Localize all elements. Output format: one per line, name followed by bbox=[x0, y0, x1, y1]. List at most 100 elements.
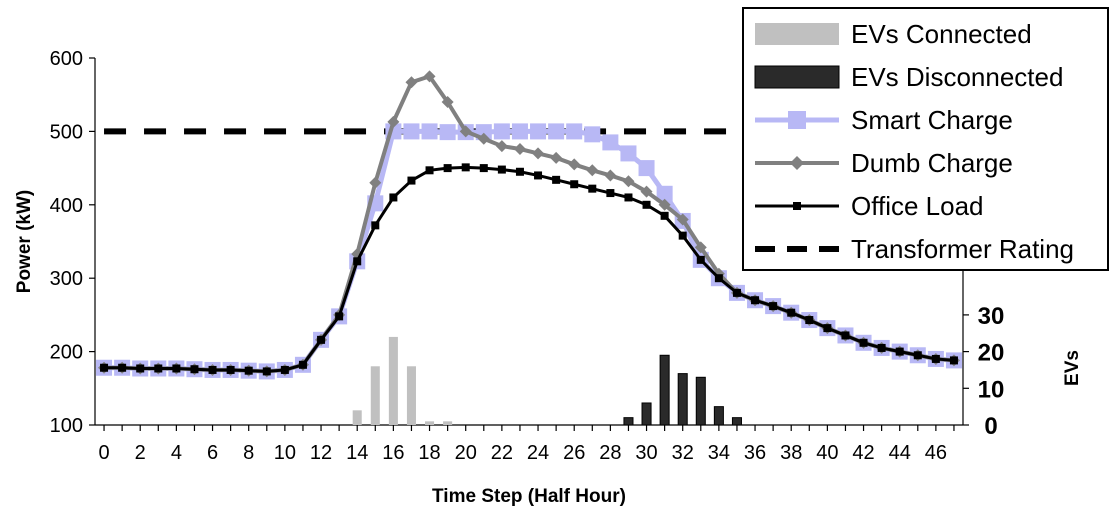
y2-tick-label: 20 bbox=[978, 340, 1005, 367]
x-tick-label: 14 bbox=[346, 442, 368, 464]
x-tick-label: 26 bbox=[563, 442, 585, 464]
dumb-charge-marker bbox=[477, 132, 490, 145]
office-load-marker bbox=[190, 365, 199, 374]
office-load-marker bbox=[515, 167, 524, 176]
legend-label: Transformer Rating bbox=[851, 234, 1074, 264]
smart-charge-marker bbox=[656, 185, 673, 202]
x-tick-label: 22 bbox=[491, 442, 513, 464]
office-load-marker bbox=[895, 347, 904, 356]
dumb-charge-marker bbox=[676, 213, 689, 226]
office-load-marker bbox=[461, 163, 470, 172]
legend-label: Smart Charge bbox=[851, 105, 1013, 135]
x-tick-label: 34 bbox=[708, 442, 730, 464]
office-load-marker bbox=[208, 365, 217, 374]
office-load-marker bbox=[479, 164, 488, 173]
office-load-marker bbox=[714, 274, 723, 283]
legend-item-dumb_charge: Dumb Charge bbox=[755, 148, 1013, 178]
ev-bar bbox=[731, 417, 742, 426]
office-load-marker bbox=[931, 354, 940, 363]
y-tick-label: 200 bbox=[50, 342, 83, 364]
office-load-marker bbox=[425, 166, 434, 175]
smart-charge-marker bbox=[584, 126, 601, 143]
legend-marker bbox=[790, 156, 804, 170]
office-load-marker bbox=[100, 363, 109, 372]
dumb-charge-marker bbox=[586, 164, 599, 177]
office-load-marker bbox=[497, 165, 506, 174]
office-load-marker bbox=[624, 193, 633, 202]
smart-charge-marker bbox=[530, 123, 547, 140]
y-tick-label: 300 bbox=[50, 268, 83, 290]
office-load-marker bbox=[118, 363, 127, 372]
dumb-charge-marker bbox=[441, 96, 454, 109]
ev-bar bbox=[695, 376, 706, 426]
y-tick-label: 600 bbox=[50, 48, 83, 70]
ev-bar bbox=[352, 410, 362, 425]
bar-series-ev_connected bbox=[352, 336, 453, 425]
legend-item-ev_disconnected: EVs Disconnected bbox=[754, 62, 1063, 92]
legend: EVs Connected EVs Disconnected Smart Charg… bbox=[742, 7, 1109, 271]
office-load-marker bbox=[642, 200, 651, 209]
office-load-marker bbox=[696, 255, 705, 264]
office-load-marker bbox=[298, 360, 307, 369]
office-load-marker bbox=[570, 180, 579, 189]
dumb-charge-marker bbox=[495, 140, 508, 153]
dumb-charge-marker bbox=[387, 115, 400, 128]
legend-item-transformer: Transformer Rating bbox=[755, 234, 1074, 264]
x-tick-label: 12 bbox=[310, 442, 332, 464]
legend-swatch bbox=[755, 23, 839, 45]
ev-bar bbox=[641, 402, 652, 426]
x-tick-label: 20 bbox=[455, 442, 477, 464]
office-load-marker bbox=[823, 324, 832, 333]
office-load-marker bbox=[732, 288, 741, 297]
office-load-marker bbox=[787, 308, 796, 317]
smart-charge-marker bbox=[439, 124, 456, 141]
office-load-marker bbox=[678, 231, 687, 240]
x-tick-label: 2 bbox=[135, 442, 146, 464]
dumb-charge-marker bbox=[694, 241, 707, 254]
x-tick-label: 44 bbox=[889, 442, 911, 464]
y-tick-label: 400 bbox=[50, 195, 83, 217]
smart-charge-marker bbox=[620, 145, 637, 162]
series-office-load bbox=[100, 163, 958, 376]
office-load-marker bbox=[407, 176, 416, 185]
office-load-marker bbox=[552, 175, 561, 184]
office-load-marker bbox=[262, 367, 271, 376]
x-tick-label: 0 bbox=[98, 442, 109, 464]
legend-item-smart_charge: Smart Charge bbox=[755, 105, 1013, 135]
dumb-charge-marker bbox=[604, 169, 617, 182]
x-tick-label: 46 bbox=[925, 442, 947, 464]
dumb-charge-marker bbox=[513, 143, 526, 156]
ev-bar bbox=[677, 373, 688, 426]
ev-bar bbox=[623, 417, 634, 426]
smart-charge-marker bbox=[548, 123, 565, 140]
y-axis-title: Power (kW) bbox=[14, 190, 35, 293]
smart-charge-marker bbox=[602, 134, 619, 151]
dumb-charge-marker bbox=[640, 185, 653, 198]
office-load-marker bbox=[154, 364, 163, 373]
x-tick-label: 16 bbox=[382, 442, 404, 464]
dumb-charge-marker bbox=[622, 175, 635, 188]
dumb-charge-marker bbox=[568, 158, 581, 171]
smart-charge-marker bbox=[403, 123, 420, 140]
dumb-charge-marker bbox=[405, 76, 418, 89]
dumb-charge-marker bbox=[550, 151, 563, 164]
legend-label: Dumb Charge bbox=[851, 148, 1013, 178]
office-load-marker bbox=[244, 366, 253, 375]
office-load-marker bbox=[913, 351, 922, 360]
legend-item-office_load: Office Load bbox=[755, 191, 984, 221]
x-tick-label: 8 bbox=[243, 442, 254, 464]
office-load-marker bbox=[353, 257, 362, 266]
y-tick-label: 500 bbox=[50, 121, 83, 143]
x-tick-label: 36 bbox=[744, 442, 766, 464]
office-load-marker bbox=[769, 302, 778, 311]
ev-bar bbox=[443, 421, 453, 425]
office-load-marker bbox=[877, 343, 886, 352]
office-load-marker bbox=[389, 193, 398, 202]
office-load-marker bbox=[606, 189, 615, 198]
office-load-marker bbox=[335, 312, 344, 321]
office-load-marker bbox=[226, 365, 235, 374]
office-load-marker bbox=[317, 335, 326, 344]
smart-charge-marker bbox=[638, 160, 655, 177]
ev-bar bbox=[370, 366, 380, 425]
